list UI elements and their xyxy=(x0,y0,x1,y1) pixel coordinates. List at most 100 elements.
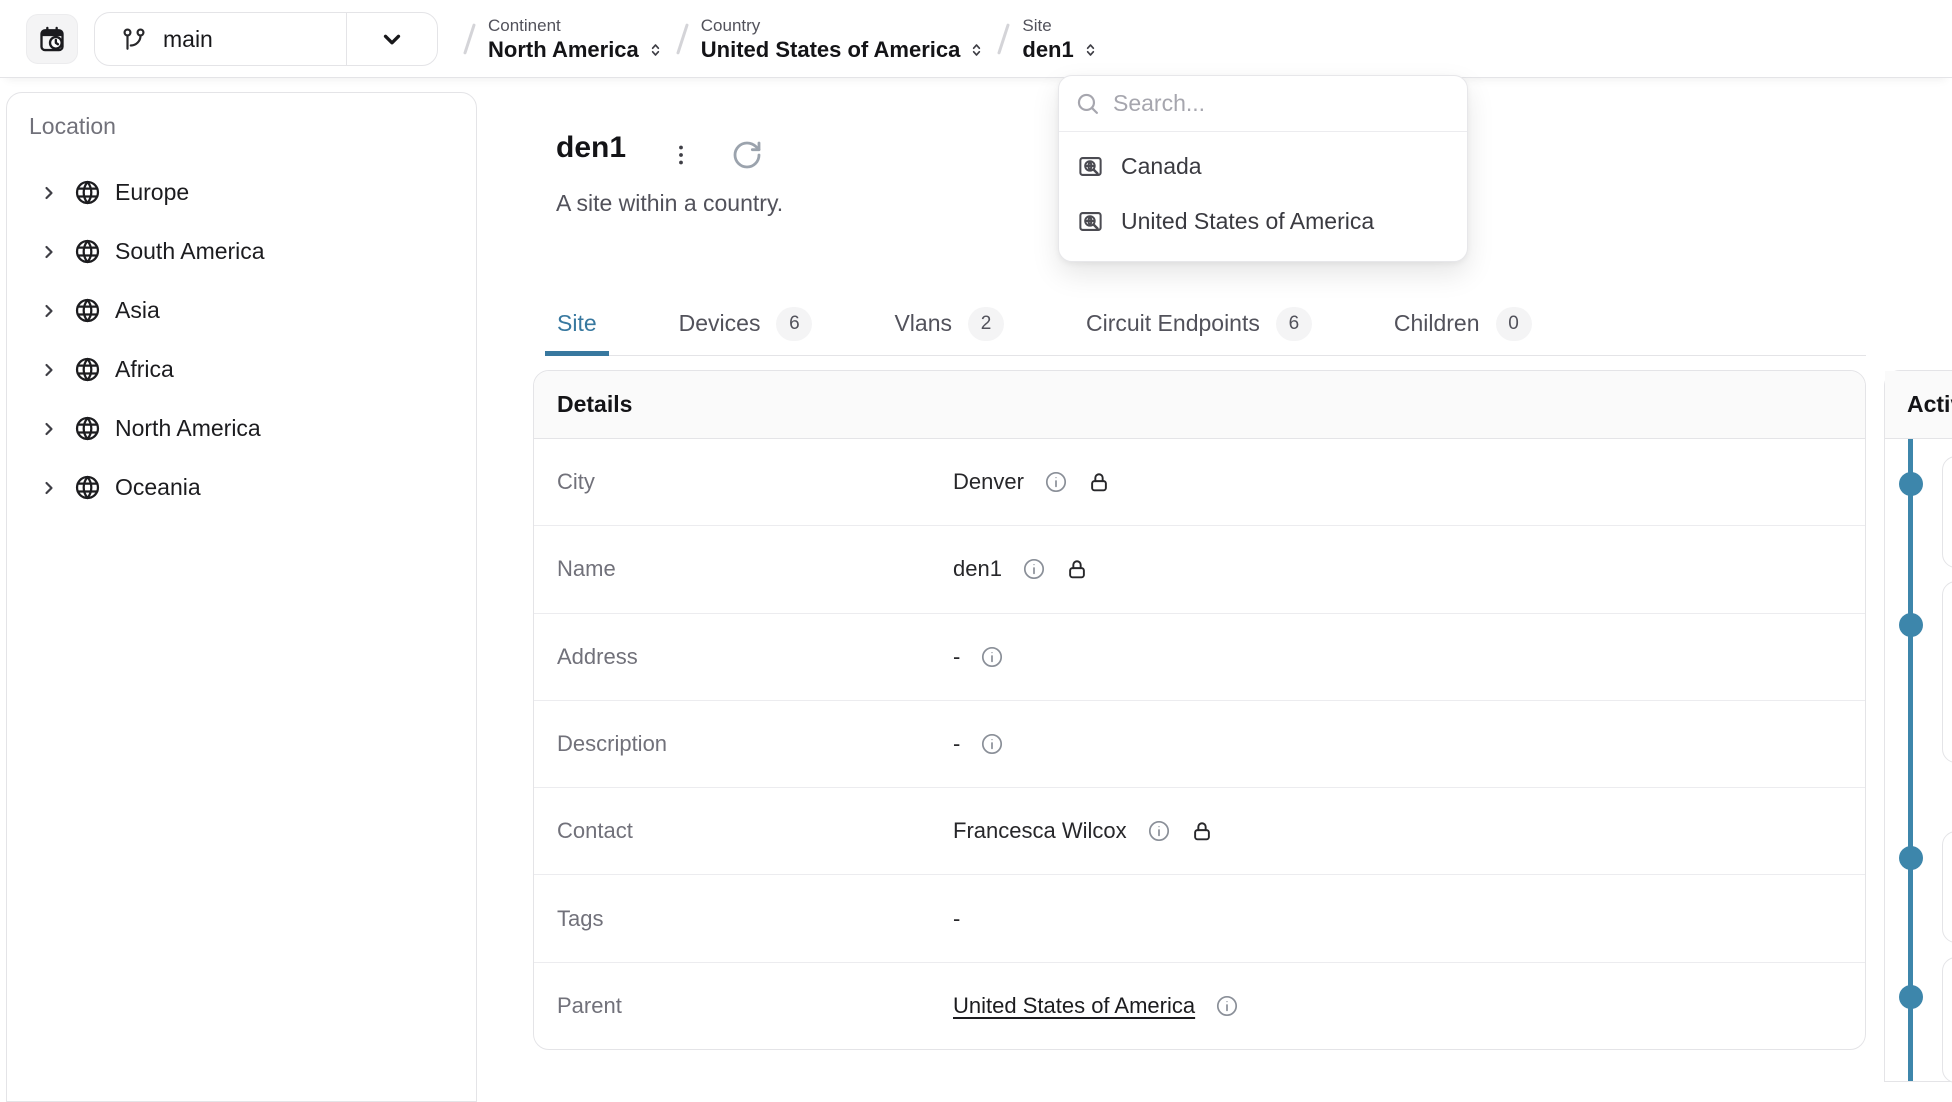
tab-label: Devices xyxy=(678,310,761,336)
detail-value: den1 xyxy=(953,556,1002,582)
globe-icon xyxy=(74,474,101,501)
sidebar-item-asia[interactable]: Asia xyxy=(7,281,476,340)
info-icon[interactable] xyxy=(980,645,1004,669)
info-icon[interactable] xyxy=(1044,470,1068,494)
detail-label: Name xyxy=(557,556,616,582)
globe-icon xyxy=(74,415,101,442)
branch-name: main xyxy=(163,25,213,52)
tab-label: Vlans xyxy=(894,310,952,336)
timeline-dot xyxy=(1898,472,1923,496)
sidebar-item-label: North America xyxy=(115,415,261,441)
breadcrumb-separator xyxy=(997,23,1011,55)
refresh-button[interactable] xyxy=(726,135,768,175)
detail-row-parent: Parent United States of America xyxy=(534,963,1865,1049)
dropdown-item-usa[interactable]: United States of America xyxy=(1059,194,1467,249)
chevrons-up-down-icon xyxy=(647,37,664,63)
calendar-clock-button[interactable] xyxy=(26,14,78,64)
tab-label: Site xyxy=(557,310,597,336)
breadcrumb-separator xyxy=(463,23,476,55)
tab-bar: Site Devices 6 Vlans 2 Circuit Endpoints… xyxy=(545,292,1866,356)
timeline-entry-card[interactable] xyxy=(1942,581,1952,763)
breadcrumb-separator xyxy=(675,23,689,55)
detail-row-name: Name den1 xyxy=(534,526,1865,614)
sidebar-item-africa[interactable]: Africa xyxy=(7,340,476,399)
breadcrumb-country-selector[interactable]: Country United States of America xyxy=(701,15,986,64)
calendar-clock-icon xyxy=(38,25,66,53)
timeline-line xyxy=(1908,439,1913,1081)
chevron-right-icon xyxy=(39,360,59,380)
timeline-entry-card[interactable] xyxy=(1942,831,1952,943)
tab-site[interactable]: Site xyxy=(545,292,609,356)
breadcrumb-site-selector[interactable]: Site den1 xyxy=(1022,15,1098,64)
detail-row-tags: Tags - xyxy=(534,875,1865,963)
breadcrumb-label: Country xyxy=(700,15,761,35)
tab-vlans[interactable]: Vlans 2 xyxy=(882,292,1016,355)
detail-row-description: Description - xyxy=(534,701,1865,789)
globe-icon xyxy=(74,179,101,206)
page-subtitle: A site within a country. xyxy=(556,190,784,216)
sidebar-item-europe[interactable]: Europe xyxy=(7,163,476,222)
activity-card-title: Activity xyxy=(1885,371,1952,439)
timeline-dot xyxy=(1898,985,1923,1009)
map-search-icon xyxy=(1077,208,1104,235)
chevron-right-icon xyxy=(39,242,59,262)
refresh-icon xyxy=(731,139,763,171)
details-card-title: Details xyxy=(534,371,1865,439)
detail-row-contact: Contact Francesca Wilcox xyxy=(534,788,1865,876)
sidebar-item-north-america[interactable]: North America xyxy=(7,399,476,458)
timeline-dot xyxy=(1898,846,1923,870)
chevron-right-icon xyxy=(39,301,59,321)
detail-value: Francesca Wilcox xyxy=(953,818,1127,844)
tab-count-badge: 0 xyxy=(1495,306,1532,341)
tab-count-badge: 6 xyxy=(1275,306,1312,341)
detail-label: Address xyxy=(557,643,638,669)
breadcrumb-value: United States of America xyxy=(700,36,961,62)
page-title: den1 xyxy=(556,131,627,164)
dropdown-search-input[interactable] xyxy=(1113,90,1451,117)
detail-value: - xyxy=(953,730,961,756)
info-icon[interactable] xyxy=(1022,557,1046,581)
dropdown-item-canada[interactable]: Canada xyxy=(1059,139,1467,194)
parent-link[interactable]: United States of America xyxy=(953,992,1196,1018)
sidebar-title: Location xyxy=(29,113,116,139)
more-actions-button[interactable] xyxy=(663,137,699,173)
detail-label: Contact xyxy=(557,818,633,844)
chevrons-up-down-icon xyxy=(1082,37,1099,63)
detail-value: Denver xyxy=(953,469,1024,495)
detail-row-address: Address - xyxy=(534,614,1865,701)
lock-icon xyxy=(1088,471,1110,494)
chevron-right-icon xyxy=(39,478,59,498)
breadcrumb-value: North America xyxy=(488,36,639,62)
info-icon[interactable] xyxy=(1215,994,1239,1018)
info-icon[interactable] xyxy=(1147,819,1171,843)
tab-label: Children xyxy=(1393,310,1480,336)
breadcrumb: Continent North America Country United S… xyxy=(463,0,1099,78)
sidebar-item-label: Europe xyxy=(115,179,190,205)
breadcrumb-label: Continent xyxy=(488,15,561,35)
detail-label: Description xyxy=(557,730,668,756)
tab-count-badge: 2 xyxy=(968,306,1004,341)
breadcrumb-value: den1 xyxy=(1022,36,1074,62)
timeline-entry-card[interactable] xyxy=(1942,957,1952,1083)
timeline-entry-card[interactable] xyxy=(1942,456,1952,568)
topbar: main Continent North America Country Uni… xyxy=(0,0,1952,78)
tab-label: Circuit Endpoints xyxy=(1086,310,1260,336)
sidebar-item-oceania[interactable]: Oceania xyxy=(7,458,476,517)
tab-devices[interactable]: Devices 6 xyxy=(667,292,825,355)
tab-circuit-endpoints[interactable]: Circuit Endpoints 6 xyxy=(1074,292,1324,355)
sidebar-item-south-america[interactable]: South America xyxy=(7,222,476,281)
chevrons-up-down-icon xyxy=(968,37,985,63)
globe-icon xyxy=(74,356,101,383)
location-sidebar: Location Europe South America Asia Afric… xyxy=(6,92,477,1102)
info-icon[interactable] xyxy=(980,732,1004,756)
detail-label: Tags xyxy=(557,905,604,931)
chevron-down-icon[interactable] xyxy=(347,26,437,52)
tab-children[interactable]: Children 0 xyxy=(1382,292,1544,355)
timeline-dot xyxy=(1898,613,1923,637)
lock-icon xyxy=(1066,558,1088,581)
branch-selector[interactable]: main xyxy=(94,12,438,66)
sidebar-item-label: South America xyxy=(115,238,265,264)
chevron-right-icon xyxy=(39,183,59,203)
divider xyxy=(346,13,347,65)
breadcrumb-continent-selector[interactable]: Continent North America xyxy=(488,15,664,64)
